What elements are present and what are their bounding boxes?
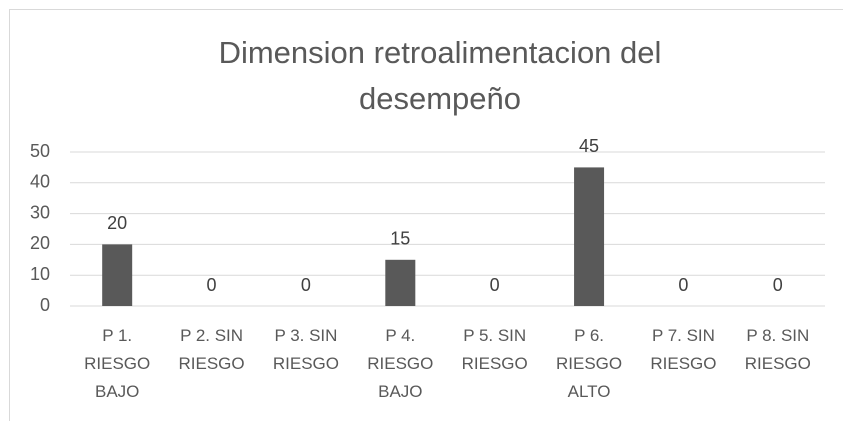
data-label: 45 <box>579 136 599 156</box>
x-tick-label: P 6. RIESGO ALTO <box>556 326 623 401</box>
data-label: 15 <box>390 229 410 249</box>
bar <box>574 167 605 306</box>
data-label: 0 <box>490 275 500 295</box>
data-label: 0 <box>678 275 688 295</box>
data-label: 0 <box>301 275 311 295</box>
data-label: 20 <box>107 213 127 233</box>
y-tick-label: 30 <box>30 202 50 222</box>
x-tick-label: P 7. SIN RIESGO <box>650 326 717 373</box>
y-tick-label: 40 <box>30 172 50 192</box>
x-tick-label: P 2. SIN RIESGO <box>178 326 245 373</box>
y-tick-label: 20 <box>30 233 50 253</box>
chart-border <box>9 9 843 421</box>
y-tick-label: 50 <box>30 141 50 161</box>
data-label: 0 <box>773 275 783 295</box>
x-tick-label: P 5. SIN RIESGO <box>461 326 528 373</box>
x-tick-label: P 8. SIN RIESGO <box>744 326 811 373</box>
data-label: 0 <box>207 275 217 295</box>
y-tick-label: 0 <box>40 295 50 315</box>
chart-title: Dimension retroalimentacion del desempeñ… <box>218 35 662 116</box>
y-tick-label: 10 <box>30 264 50 284</box>
x-tick-label: P 1. RIESGO BAJO <box>84 326 151 401</box>
x-tick-label: P 4. RIESGO BAJO <box>367 326 434 401</box>
x-tick-label: P 3. SIN RIESGO <box>272 326 339 373</box>
bar <box>385 259 416 306</box>
bar <box>102 244 133 306</box>
